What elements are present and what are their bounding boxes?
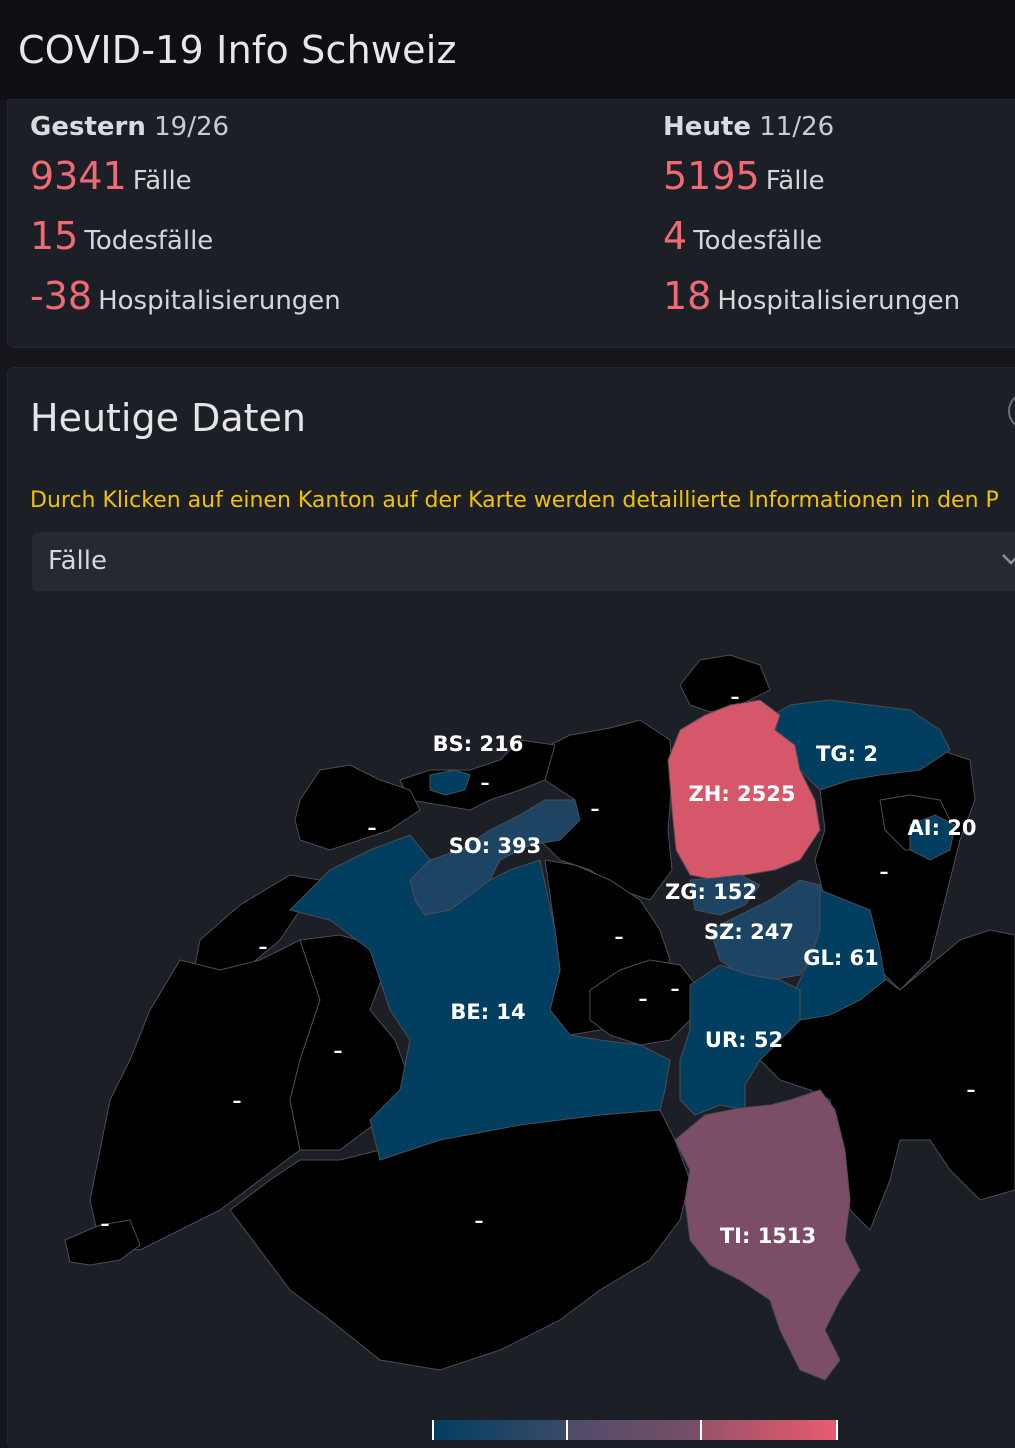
today-hosp-value: 18	[663, 274, 712, 318]
canton-shape-ju[interactable]	[294, 764, 421, 851]
canton-label-ai: AI: 20	[908, 816, 977, 840]
no-data-marker: –	[967, 1080, 976, 1101]
yesterday-column: Gestern 19/26 9341 Fälle 15 Todesfälle -38…	[30, 112, 341, 334]
switzerland-map: ZH: 2525 TI: 1513 SO: 393 SZ: 247 BS: 216 ZG:…	[0, 600, 1015, 1436]
canton-shape-ai[interactable]	[909, 814, 956, 861]
canton-shape-ge[interactable]	[64, 1219, 141, 1266]
legend-swatch-3	[700, 1420, 838, 1440]
canton-label-sz: SZ: 247	[704, 920, 794, 944]
canton-map-svg: ZH: 2525 TI: 1513 SO: 393 SZ: 247 BS: 216 ZG:…	[64, 654, 1015, 1381]
yesterday-cases-label: Fälle	[132, 166, 192, 196]
canton-label-bs: BS: 216	[433, 732, 524, 756]
today-deaths-value: 4	[663, 214, 688, 258]
yesterday-ratio: 19/26	[154, 112, 230, 142]
yesterday-heading: Gestern 19/26	[30, 112, 341, 142]
canton-shape-tg[interactable]	[764, 699, 951, 791]
no-data-marker: –	[475, 1211, 484, 1232]
yesterday-deaths-label: Todesfälle	[84, 226, 214, 256]
help-icon[interactable]	[1008, 392, 1015, 430]
canton-shape-zh[interactable]	[667, 699, 821, 881]
no-data-marker: –	[368, 818, 377, 839]
canton-label-zg: ZG: 152	[665, 880, 757, 904]
no-data-marker: –	[259, 937, 268, 958]
summary-card: Gestern 19/26 9341 Fälle 15 Todesfälle -38…	[8, 100, 1015, 347]
canton-shape-gl[interactable]	[794, 889, 886, 1021]
legend-swatch-2	[566, 1420, 702, 1440]
canton-shape-be[interactable]	[289, 834, 671, 1161]
yesterday-hosp-row: -38 Hospitalisierungen	[30, 274, 341, 334]
yesterday-hosp-value: -38	[30, 274, 93, 318]
today-deaths-label: Todesfälle	[693, 226, 823, 256]
section-title: Heutige Daten	[30, 396, 306, 440]
map-labels: ZH: 2525 TI: 1513 SO: 393 SZ: 247 BS: 216 ZG:…	[101, 687, 977, 1248]
no-data-marker: –	[731, 687, 740, 708]
no-data-marker: –	[880, 862, 889, 883]
canton-shape-sh[interactable]	[679, 654, 771, 713]
no-data-marker: –	[481, 773, 490, 794]
chevron-down-icon	[1002, 554, 1015, 565]
no-data-marker: –	[101, 1214, 110, 1235]
today-deaths-row: 4 Todesfälle	[663, 214, 960, 274]
canton-shape-ur[interactable]	[679, 964, 801, 1116]
canton-label-ur: UR: 52	[705, 1028, 783, 1052]
canton-shape-ti[interactable]	[674, 1089, 861, 1381]
legend-bar	[432, 1420, 838, 1440]
yesterday-label: Gestern	[30, 112, 146, 142]
map-hint: Durch Klicken auf einen Kanton auf der K…	[30, 488, 999, 513]
canton-label-so: SO: 393	[449, 834, 542, 858]
canton-label-be: BE: 14	[450, 1000, 525, 1024]
canton-label-gl: GL: 61	[803, 946, 879, 970]
yesterday-hosp-label: Hospitalisierungen	[98, 286, 341, 316]
yesterday-deaths-value: 15	[30, 214, 79, 258]
canton-shape-zg[interactable]	[689, 874, 761, 916]
no-data-marker: –	[615, 927, 624, 948]
today-column: Heute 11/26 5195 Fälle 4 Todesfälle 18 Hosp…	[663, 112, 960, 334]
no-data-marker: –	[639, 989, 648, 1010]
today-label: Heute	[663, 112, 751, 142]
canton-shape-gr[interactable]	[759, 929, 1015, 1231]
no-data-marker: –	[233, 1091, 242, 1112]
no-data-marker: –	[334, 1041, 343, 1062]
today-hosp-row: 18 Hospitalisierungen	[663, 274, 960, 334]
today-cases-label: Fälle	[765, 166, 825, 196]
legend-swatch-1	[432, 1420, 568, 1440]
today-hosp-label: Hospitalisierungen	[717, 286, 961, 316]
metric-select[interactable]: Fälle	[32, 532, 1015, 591]
yesterday-cases-row: 9341 Fälle	[30, 154, 341, 214]
today-cases-value: 5195	[663, 154, 760, 198]
today-heading: Heute 11/26	[663, 112, 960, 142]
yesterday-deaths-row: 15 Todesfälle	[30, 214, 341, 274]
no-data-marker: –	[671, 979, 680, 1000]
app-title: COVID-19 Info Schweiz	[18, 28, 457, 72]
metric-select-value: Fälle	[48, 546, 107, 576]
canton-label-ti: TI: 1513	[720, 1224, 816, 1248]
canton-label-tg: TG: 2	[816, 742, 878, 766]
no-data-marker: –	[591, 799, 600, 820]
canton-label-zh: ZH: 2525	[689, 782, 796, 806]
today-cases-row: 5195 Fälle	[663, 154, 960, 214]
yesterday-cases-value: 9341	[30, 154, 127, 198]
canton-shape-bs[interactable]	[429, 769, 471, 796]
top-app-bar: COVID-19 Info Schweiz	[0, 0, 1015, 100]
today-ratio: 11/26	[759, 112, 835, 142]
